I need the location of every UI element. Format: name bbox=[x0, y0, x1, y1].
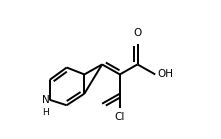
Text: O: O bbox=[133, 28, 142, 38]
Text: Cl: Cl bbox=[115, 112, 125, 122]
Text: OH: OH bbox=[158, 69, 173, 79]
Text: N: N bbox=[42, 95, 50, 105]
Text: H: H bbox=[42, 108, 49, 116]
